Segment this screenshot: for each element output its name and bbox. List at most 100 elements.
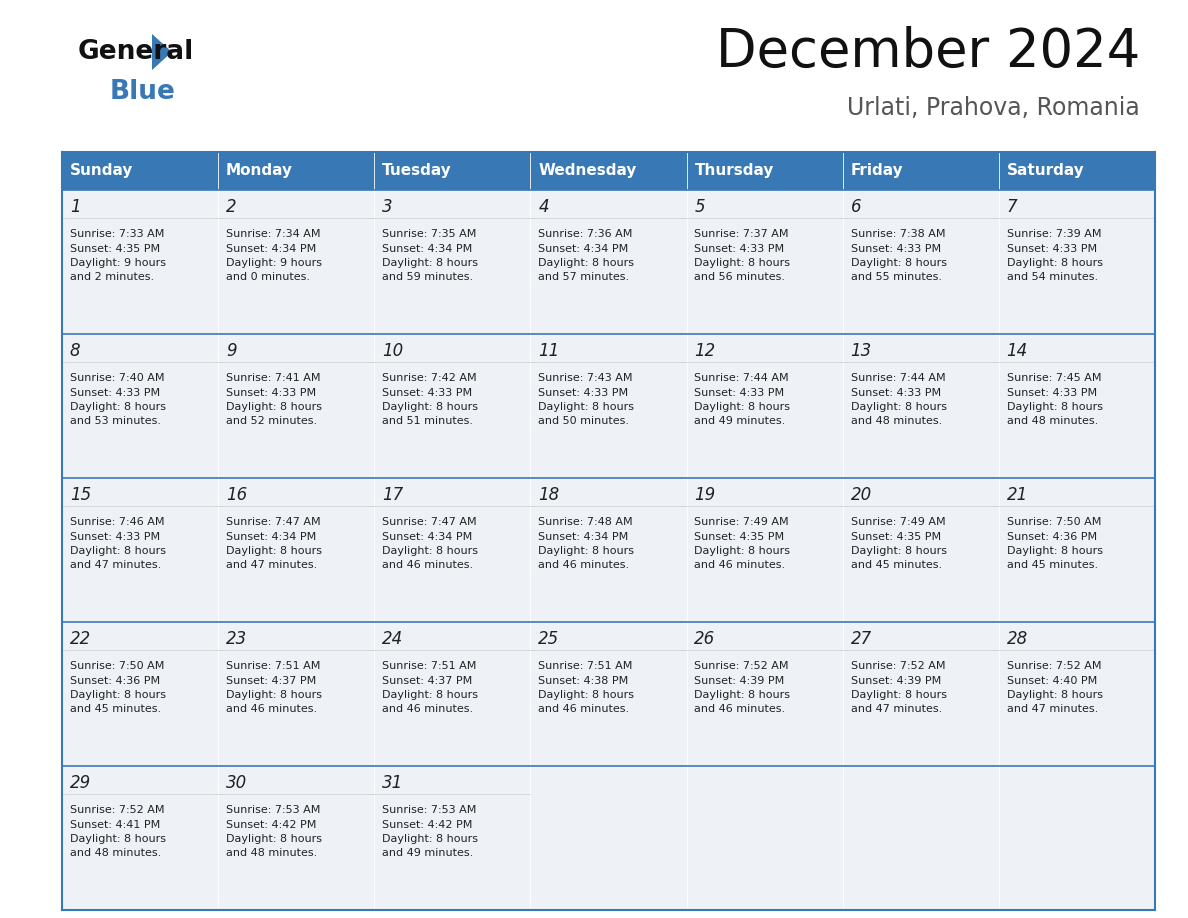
Text: Sunset: 4:42 PM: Sunset: 4:42 PM (226, 820, 316, 830)
Polygon shape (152, 34, 172, 70)
Text: Daylight: 8 hours: Daylight: 8 hours (226, 546, 322, 556)
Bar (219, 478, 374, 622)
Text: Sunrise: 7:34 AM: Sunrise: 7:34 AM (226, 229, 321, 239)
Text: Sunset: 4:40 PM: Sunset: 4:40 PM (1006, 676, 1097, 686)
Bar (530, 478, 687, 622)
Text: and 48 minutes.: and 48 minutes. (851, 417, 942, 427)
Text: and 46 minutes.: and 46 minutes. (538, 704, 630, 714)
Text: 26: 26 (694, 631, 715, 648)
Text: Sunrise: 7:50 AM: Sunrise: 7:50 AM (1006, 517, 1101, 527)
Bar (374, 190, 530, 334)
Text: Sunset: 4:39 PM: Sunset: 4:39 PM (851, 676, 941, 686)
Text: and 53 minutes.: and 53 minutes. (70, 417, 160, 427)
Text: Daylight: 8 hours: Daylight: 8 hours (70, 834, 166, 844)
Bar (62, 334, 219, 478)
Text: and 46 minutes.: and 46 minutes. (538, 561, 630, 570)
Text: 22: 22 (70, 631, 91, 648)
Text: and 49 minutes.: and 49 minutes. (383, 848, 473, 858)
Text: Sunset: 4:38 PM: Sunset: 4:38 PM (538, 676, 628, 686)
Bar (62, 190, 219, 334)
Text: Sunrise: 7:53 AM: Sunrise: 7:53 AM (383, 805, 476, 815)
Text: and 47 minutes.: and 47 minutes. (1006, 704, 1098, 714)
Text: Daylight: 8 hours: Daylight: 8 hours (226, 690, 322, 700)
Text: Sunset: 4:33 PM: Sunset: 4:33 PM (226, 387, 316, 397)
Bar (999, 478, 1155, 622)
Text: and 46 minutes.: and 46 minutes. (694, 704, 785, 714)
Text: Sunrise: 7:40 AM: Sunrise: 7:40 AM (70, 373, 164, 383)
Text: and 46 minutes.: and 46 minutes. (226, 704, 317, 714)
Text: and 50 minutes.: and 50 minutes. (538, 417, 630, 427)
Bar (687, 622, 842, 766)
Text: Sunrise: 7:52 AM: Sunrise: 7:52 AM (70, 805, 164, 815)
Bar (687, 152, 842, 190)
Bar (842, 766, 999, 910)
Text: 5: 5 (694, 198, 704, 217)
Text: 12: 12 (694, 342, 715, 361)
Text: Sunset: 4:33 PM: Sunset: 4:33 PM (694, 243, 784, 253)
Text: Sunset: 4:33 PM: Sunset: 4:33 PM (1006, 243, 1097, 253)
Text: Sunset: 4:34 PM: Sunset: 4:34 PM (226, 532, 316, 542)
Text: Daylight: 8 hours: Daylight: 8 hours (383, 546, 478, 556)
Text: and 52 minutes.: and 52 minutes. (226, 417, 317, 427)
Text: Sunset: 4:34 PM: Sunset: 4:34 PM (538, 243, 628, 253)
Text: Daylight: 8 hours: Daylight: 8 hours (851, 402, 947, 412)
Text: Sunset: 4:42 PM: Sunset: 4:42 PM (383, 820, 473, 830)
Text: Wednesday: Wednesday (538, 163, 637, 178)
Text: Daylight: 8 hours: Daylight: 8 hours (538, 402, 634, 412)
Text: and 51 minutes.: and 51 minutes. (383, 417, 473, 427)
Text: Sunset: 4:37 PM: Sunset: 4:37 PM (383, 676, 473, 686)
Text: Daylight: 8 hours: Daylight: 8 hours (694, 258, 790, 268)
Text: Daylight: 8 hours: Daylight: 8 hours (226, 402, 322, 412)
Text: Monday: Monday (226, 163, 293, 178)
Text: and 45 minutes.: and 45 minutes. (851, 561, 942, 570)
Text: Sunrise: 7:48 AM: Sunrise: 7:48 AM (538, 517, 633, 527)
Text: Sunset: 4:41 PM: Sunset: 4:41 PM (70, 820, 160, 830)
Bar (62, 622, 219, 766)
Text: Daylight: 8 hours: Daylight: 8 hours (538, 690, 634, 700)
Text: Friday: Friday (851, 163, 903, 178)
Text: Daylight: 8 hours: Daylight: 8 hours (383, 258, 478, 268)
Text: 4: 4 (538, 198, 549, 217)
Text: and 48 minutes.: and 48 minutes. (70, 848, 162, 858)
Bar (999, 190, 1155, 334)
Text: and 59 minutes.: and 59 minutes. (383, 273, 473, 283)
Bar (374, 152, 530, 190)
Text: Daylight: 8 hours: Daylight: 8 hours (851, 690, 947, 700)
Text: and 0 minutes.: and 0 minutes. (226, 273, 310, 283)
Bar (999, 152, 1155, 190)
Text: Sunrise: 7:36 AM: Sunrise: 7:36 AM (538, 229, 633, 239)
Bar (842, 622, 999, 766)
Text: Sunset: 4:34 PM: Sunset: 4:34 PM (383, 532, 473, 542)
Text: Daylight: 8 hours: Daylight: 8 hours (70, 690, 166, 700)
Bar (687, 766, 842, 910)
Text: Sunset: 4:34 PM: Sunset: 4:34 PM (226, 243, 316, 253)
Text: Urlati, Prahova, Romania: Urlati, Prahova, Romania (847, 96, 1140, 120)
Text: Sunrise: 7:33 AM: Sunrise: 7:33 AM (70, 229, 164, 239)
Text: and 45 minutes.: and 45 minutes. (1006, 561, 1098, 570)
Text: 25: 25 (538, 631, 560, 648)
Text: and 47 minutes.: and 47 minutes. (226, 561, 317, 570)
Bar (687, 190, 842, 334)
Text: Saturday: Saturday (1006, 163, 1085, 178)
Text: and 46 minutes.: and 46 minutes. (383, 561, 473, 570)
Bar (374, 334, 530, 478)
Text: Sunrise: 7:47 AM: Sunrise: 7:47 AM (226, 517, 321, 527)
Text: 24: 24 (383, 631, 404, 648)
Text: 18: 18 (538, 487, 560, 504)
Text: Daylight: 8 hours: Daylight: 8 hours (70, 546, 166, 556)
Text: Daylight: 8 hours: Daylight: 8 hours (383, 690, 478, 700)
Text: and 54 minutes.: and 54 minutes. (1006, 273, 1098, 283)
Text: Sunrise: 7:52 AM: Sunrise: 7:52 AM (1006, 661, 1101, 671)
Text: and 46 minutes.: and 46 minutes. (383, 704, 473, 714)
Text: and 46 minutes.: and 46 minutes. (694, 561, 785, 570)
Text: Daylight: 8 hours: Daylight: 8 hours (694, 546, 790, 556)
Text: Sunrise: 7:51 AM: Sunrise: 7:51 AM (226, 661, 321, 671)
Bar (219, 334, 374, 478)
Bar (842, 334, 999, 478)
Text: Sunrise: 7:38 AM: Sunrise: 7:38 AM (851, 229, 944, 239)
Text: Thursday: Thursday (694, 163, 773, 178)
Text: 3: 3 (383, 198, 393, 217)
Bar (219, 190, 374, 334)
Text: 13: 13 (851, 342, 872, 361)
Text: 2: 2 (226, 198, 236, 217)
